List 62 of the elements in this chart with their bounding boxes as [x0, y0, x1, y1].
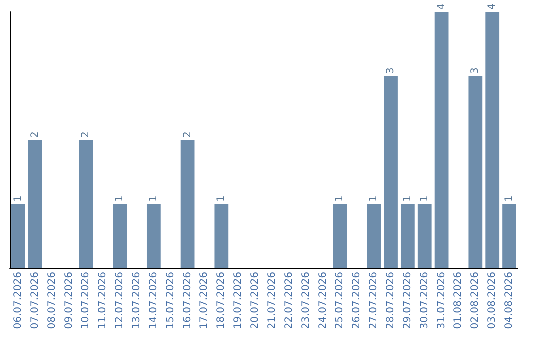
x-tick-label: 18.07.2026	[216, 272, 228, 330]
x-tick-label: 23.07.2026	[300, 272, 312, 330]
x-tick-label: 20.07.2026	[250, 272, 262, 330]
x-tick-label: 26.07.2026	[352, 272, 363, 330]
x-tick-label: 08.07.2026	[46, 272, 58, 330]
data-label: 1	[216, 196, 228, 202]
x-tick-label: 27.07.2026	[368, 272, 380, 330]
bar	[28, 140, 42, 268]
x-tick-label: 02.08.2026	[470, 272, 482, 330]
data-label: 2	[30, 132, 41, 138]
x-tick-label: 03.08.2026	[487, 272, 498, 330]
x-tick-label: 22.07.2026	[284, 272, 295, 330]
data-label: 1	[114, 196, 126, 202]
x-tick-label: 14.07.2026	[148, 272, 160, 330]
bar	[113, 204, 128, 268]
bar	[79, 140, 94, 268]
data-label: 2	[182, 132, 194, 138]
data-label: 3	[470, 68, 482, 74]
bar	[502, 204, 516, 268]
x-tick-label: 07.07.2026	[30, 272, 41, 330]
data-label: 2	[80, 132, 92, 138]
x-tick-label: 28.07.2026	[386, 272, 396, 330]
x-tick-label: 25.07.2026	[334, 272, 346, 330]
bar	[434, 12, 449, 268]
data-label: 1	[368, 196, 380, 202]
x-tick-label: 04.08.2026	[504, 272, 516, 330]
x-tick-label: 06.07.2026	[12, 272, 24, 330]
x-tick-label: 21.07.2026	[266, 272, 278, 330]
bar	[333, 204, 348, 268]
bar	[468, 76, 483, 268]
x-tick-label: 29.07.2026	[402, 272, 414, 330]
data-label: 1	[402, 196, 414, 202]
data-label: 1	[419, 196, 430, 202]
data-label: 4	[487, 4, 498, 10]
bar	[146, 204, 161, 268]
x-tick-label: 30.07.2026	[419, 272, 430, 330]
bar	[367, 204, 382, 268]
x-tick-label: 11.07.2026	[98, 272, 109, 330]
x-tick-label: 01.08.2026	[453, 272, 464, 330]
bar	[12, 204, 26, 268]
data-label: 1	[148, 196, 160, 202]
x-tick-label: 24.07.2026	[318, 272, 329, 330]
bar	[214, 204, 229, 268]
x-tick-label: 16.07.2026	[182, 272, 194, 330]
x-tick-label: 12.07.2026	[114, 272, 126, 330]
bar	[418, 204, 432, 268]
x-tick-label: 19.07.2026	[233, 272, 244, 330]
data-label: 1	[12, 196, 24, 202]
data-label: 3	[386, 68, 396, 74]
bar	[384, 76, 398, 268]
data-label: 4	[436, 4, 448, 10]
data-label: 1	[334, 196, 346, 202]
x-tick-label: 10.07.2026	[80, 272, 92, 330]
x-tick-label: 15.07.2026	[165, 272, 176, 330]
x-tick-label: 09.07.2026	[64, 272, 75, 330]
bar	[486, 12, 500, 268]
x-tick-label: 13.07.2026	[132, 272, 142, 330]
bar	[180, 140, 195, 268]
data-label: 1	[504, 196, 516, 202]
x-tick-label: 31.07.2026	[436, 272, 448, 330]
x-tick-label: 17.07.2026	[199, 272, 210, 330]
bar	[400, 204, 415, 268]
